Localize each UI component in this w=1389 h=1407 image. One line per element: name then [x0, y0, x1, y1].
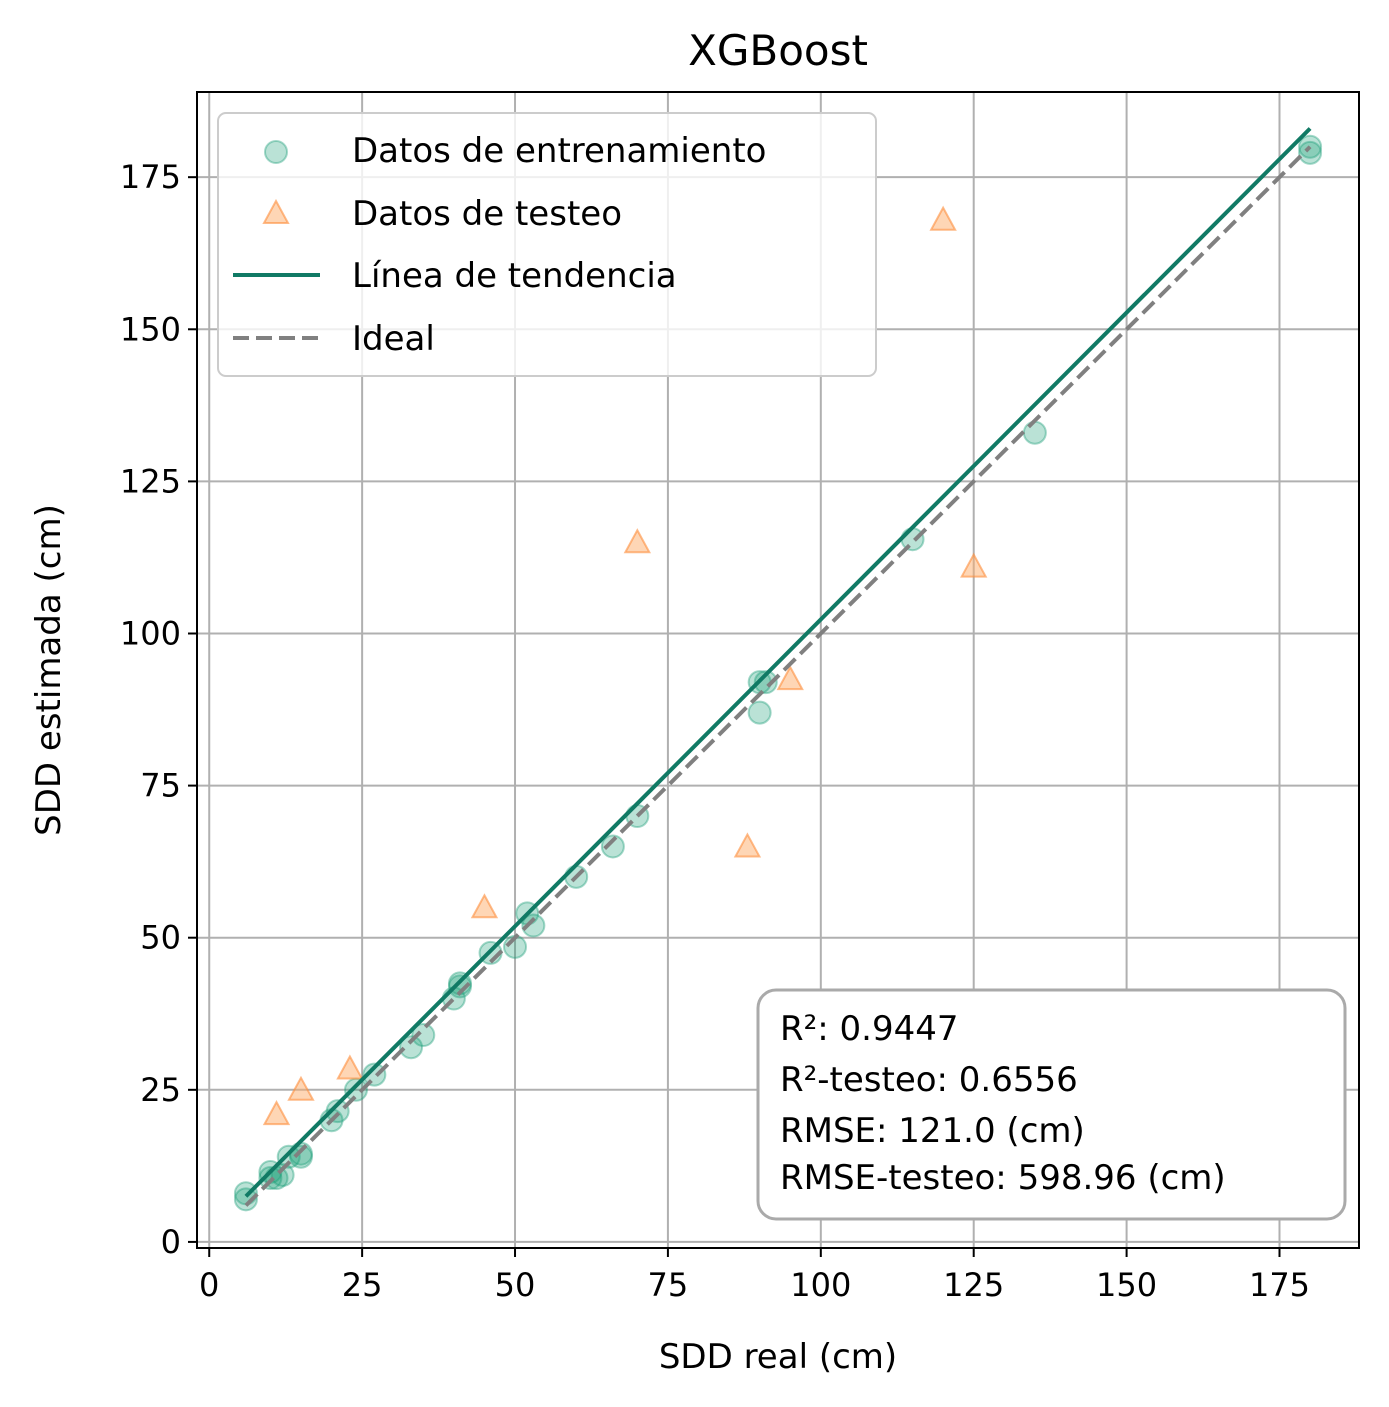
- test-point: [929, 205, 957, 231]
- y-tick-label: 50: [140, 919, 181, 957]
- test-point: [470, 893, 499, 919]
- test-point: [960, 552, 988, 578]
- y-tick-label: 100: [120, 614, 181, 652]
- y-tick-label: 0: [161, 1223, 181, 1261]
- x-tick-label: 50: [495, 1266, 536, 1304]
- train-point: [521, 913, 546, 938]
- train-point: [600, 834, 625, 859]
- series-layer: [233, 127, 1323, 1212]
- legend-box: [217, 112, 877, 377]
- plot-frame: [196, 91, 1360, 1249]
- stat-rmse: RMSE: 121.0 (cm): [780, 1111, 1085, 1151]
- train-point: [270, 1162, 295, 1187]
- train-point: [411, 1023, 436, 1048]
- train-point: [1298, 134, 1323, 159]
- x-tick-label: 0: [199, 1266, 219, 1304]
- legend-trend-label: Línea de tendencia: [352, 256, 677, 296]
- y-tick-label: 175: [120, 158, 181, 196]
- test-point: [336, 1054, 364, 1080]
- stats-box: R²: 0.9447 R²-testeo: 0.6556 RMSE: 121.0…: [756, 988, 1347, 1221]
- x-axis-label: SDD real (cm): [659, 1337, 897, 1377]
- test-point: [287, 1075, 315, 1101]
- y-tick-label: 150: [120, 310, 181, 348]
- train-point: [447, 974, 472, 999]
- legend-test-marker: [262, 198, 290, 224]
- x-tick-label: 100: [790, 1266, 851, 1304]
- train-point: [399, 1035, 424, 1060]
- ticks: 0 25 50 75 100 125 150 175 0 25 50 75 100 125 150 175: [120, 158, 1310, 1304]
- x-tick-label: 150: [1096, 1266, 1157, 1304]
- train-point: [258, 1166, 283, 1191]
- train-point: [233, 1187, 258, 1212]
- train-point: [747, 700, 772, 725]
- test-point: [733, 832, 762, 858]
- x-tick-label: 175: [1249, 1266, 1310, 1304]
- train-point: [325, 1099, 350, 1124]
- x-tick-label: 25: [342, 1266, 383, 1304]
- stat-r2: R²: 0.9447: [780, 1009, 958, 1049]
- x-tick-label: 75: [648, 1266, 689, 1304]
- ideal-line: [244, 145, 1312, 1207]
- legend: Datos de entrenamiento Datos de testeo L…: [217, 112, 877, 377]
- legend-test-label: Datos de testeo: [352, 194, 622, 234]
- legend-ideal-label: Ideal: [352, 319, 435, 359]
- train-point: [362, 1062, 387, 1087]
- test-point: [776, 665, 804, 691]
- legend-train-marker: [264, 140, 288, 164]
- test-point: [262, 1100, 291, 1126]
- chart-title: XGBoost: [688, 26, 868, 75]
- stats-box-frame: [756, 988, 1347, 1221]
- test-point: [623, 528, 652, 554]
- train-point: [1298, 140, 1323, 165]
- x-tick-label: 125: [943, 1266, 1004, 1304]
- train-point: [753, 670, 778, 695]
- train-point: [900, 527, 925, 552]
- train-point: [276, 1144, 301, 1169]
- legend-train-label: Datos de entrenamiento: [352, 131, 766, 171]
- stat-rmse-test: RMSE-testeo: 598.96 (cm): [780, 1158, 1226, 1198]
- y-axis-label: SDD estimada (cm): [29, 504, 69, 836]
- y-tick-label: 75: [140, 767, 181, 805]
- stat-r2-test: R²-testeo: 0.6556: [780, 1060, 1078, 1100]
- train-point: [233, 1181, 258, 1206]
- trend-line: [244, 127, 1312, 1198]
- y-tick-label: 125: [120, 462, 181, 500]
- train-point: [288, 1144, 313, 1169]
- train-point: [1022, 420, 1047, 445]
- y-tick-label: 25: [140, 1071, 181, 1109]
